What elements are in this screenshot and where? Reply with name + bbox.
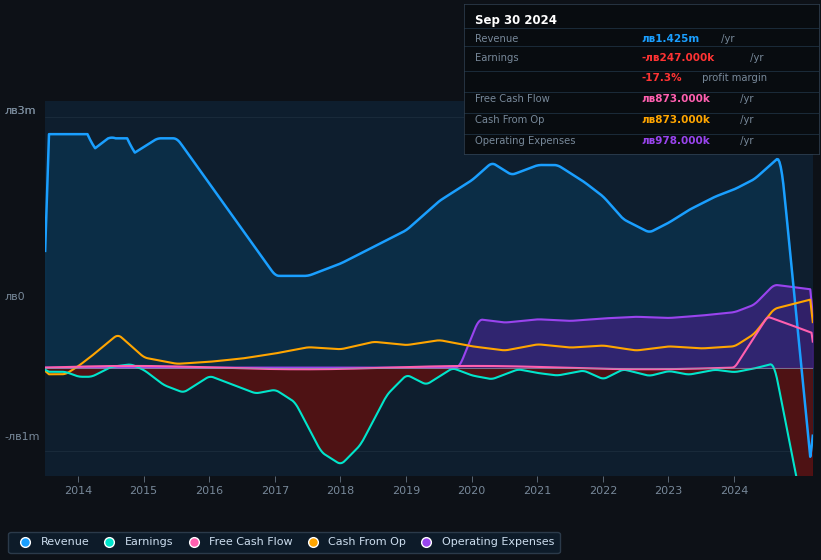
Text: /yr: /yr — [737, 136, 754, 146]
Text: лв3m: лв3m — [4, 106, 35, 116]
Text: -лв1m: -лв1m — [4, 432, 39, 442]
Text: Free Cash Flow: Free Cash Flow — [475, 94, 549, 104]
Text: profit margin: profit margin — [699, 73, 767, 83]
Text: -17.3%: -17.3% — [641, 73, 681, 83]
Text: Sep 30 2024: Sep 30 2024 — [475, 15, 557, 27]
Text: -лв247.000k: -лв247.000k — [641, 53, 714, 63]
Text: лв1.425m: лв1.425m — [641, 34, 699, 44]
Text: лв873.000k: лв873.000k — [641, 94, 710, 104]
Text: лв873.000k: лв873.000k — [641, 115, 710, 125]
Text: /yr: /yr — [737, 115, 754, 125]
Text: /yr: /yr — [737, 94, 754, 104]
Text: /yr: /yr — [746, 53, 763, 63]
Text: Operating Expenses: Operating Expenses — [475, 136, 575, 146]
Text: лв978.000k: лв978.000k — [641, 136, 710, 146]
Text: Revenue: Revenue — [475, 34, 518, 44]
Text: лв0: лв0 — [4, 292, 25, 302]
Legend: Revenue, Earnings, Free Cash Flow, Cash From Op, Operating Expenses: Revenue, Earnings, Free Cash Flow, Cash … — [8, 532, 560, 553]
Text: Cash From Op: Cash From Op — [475, 115, 544, 125]
Text: Earnings: Earnings — [475, 53, 518, 63]
Text: /yr: /yr — [718, 34, 734, 44]
Text: лв3m: лв3m — [4, 106, 35, 116]
